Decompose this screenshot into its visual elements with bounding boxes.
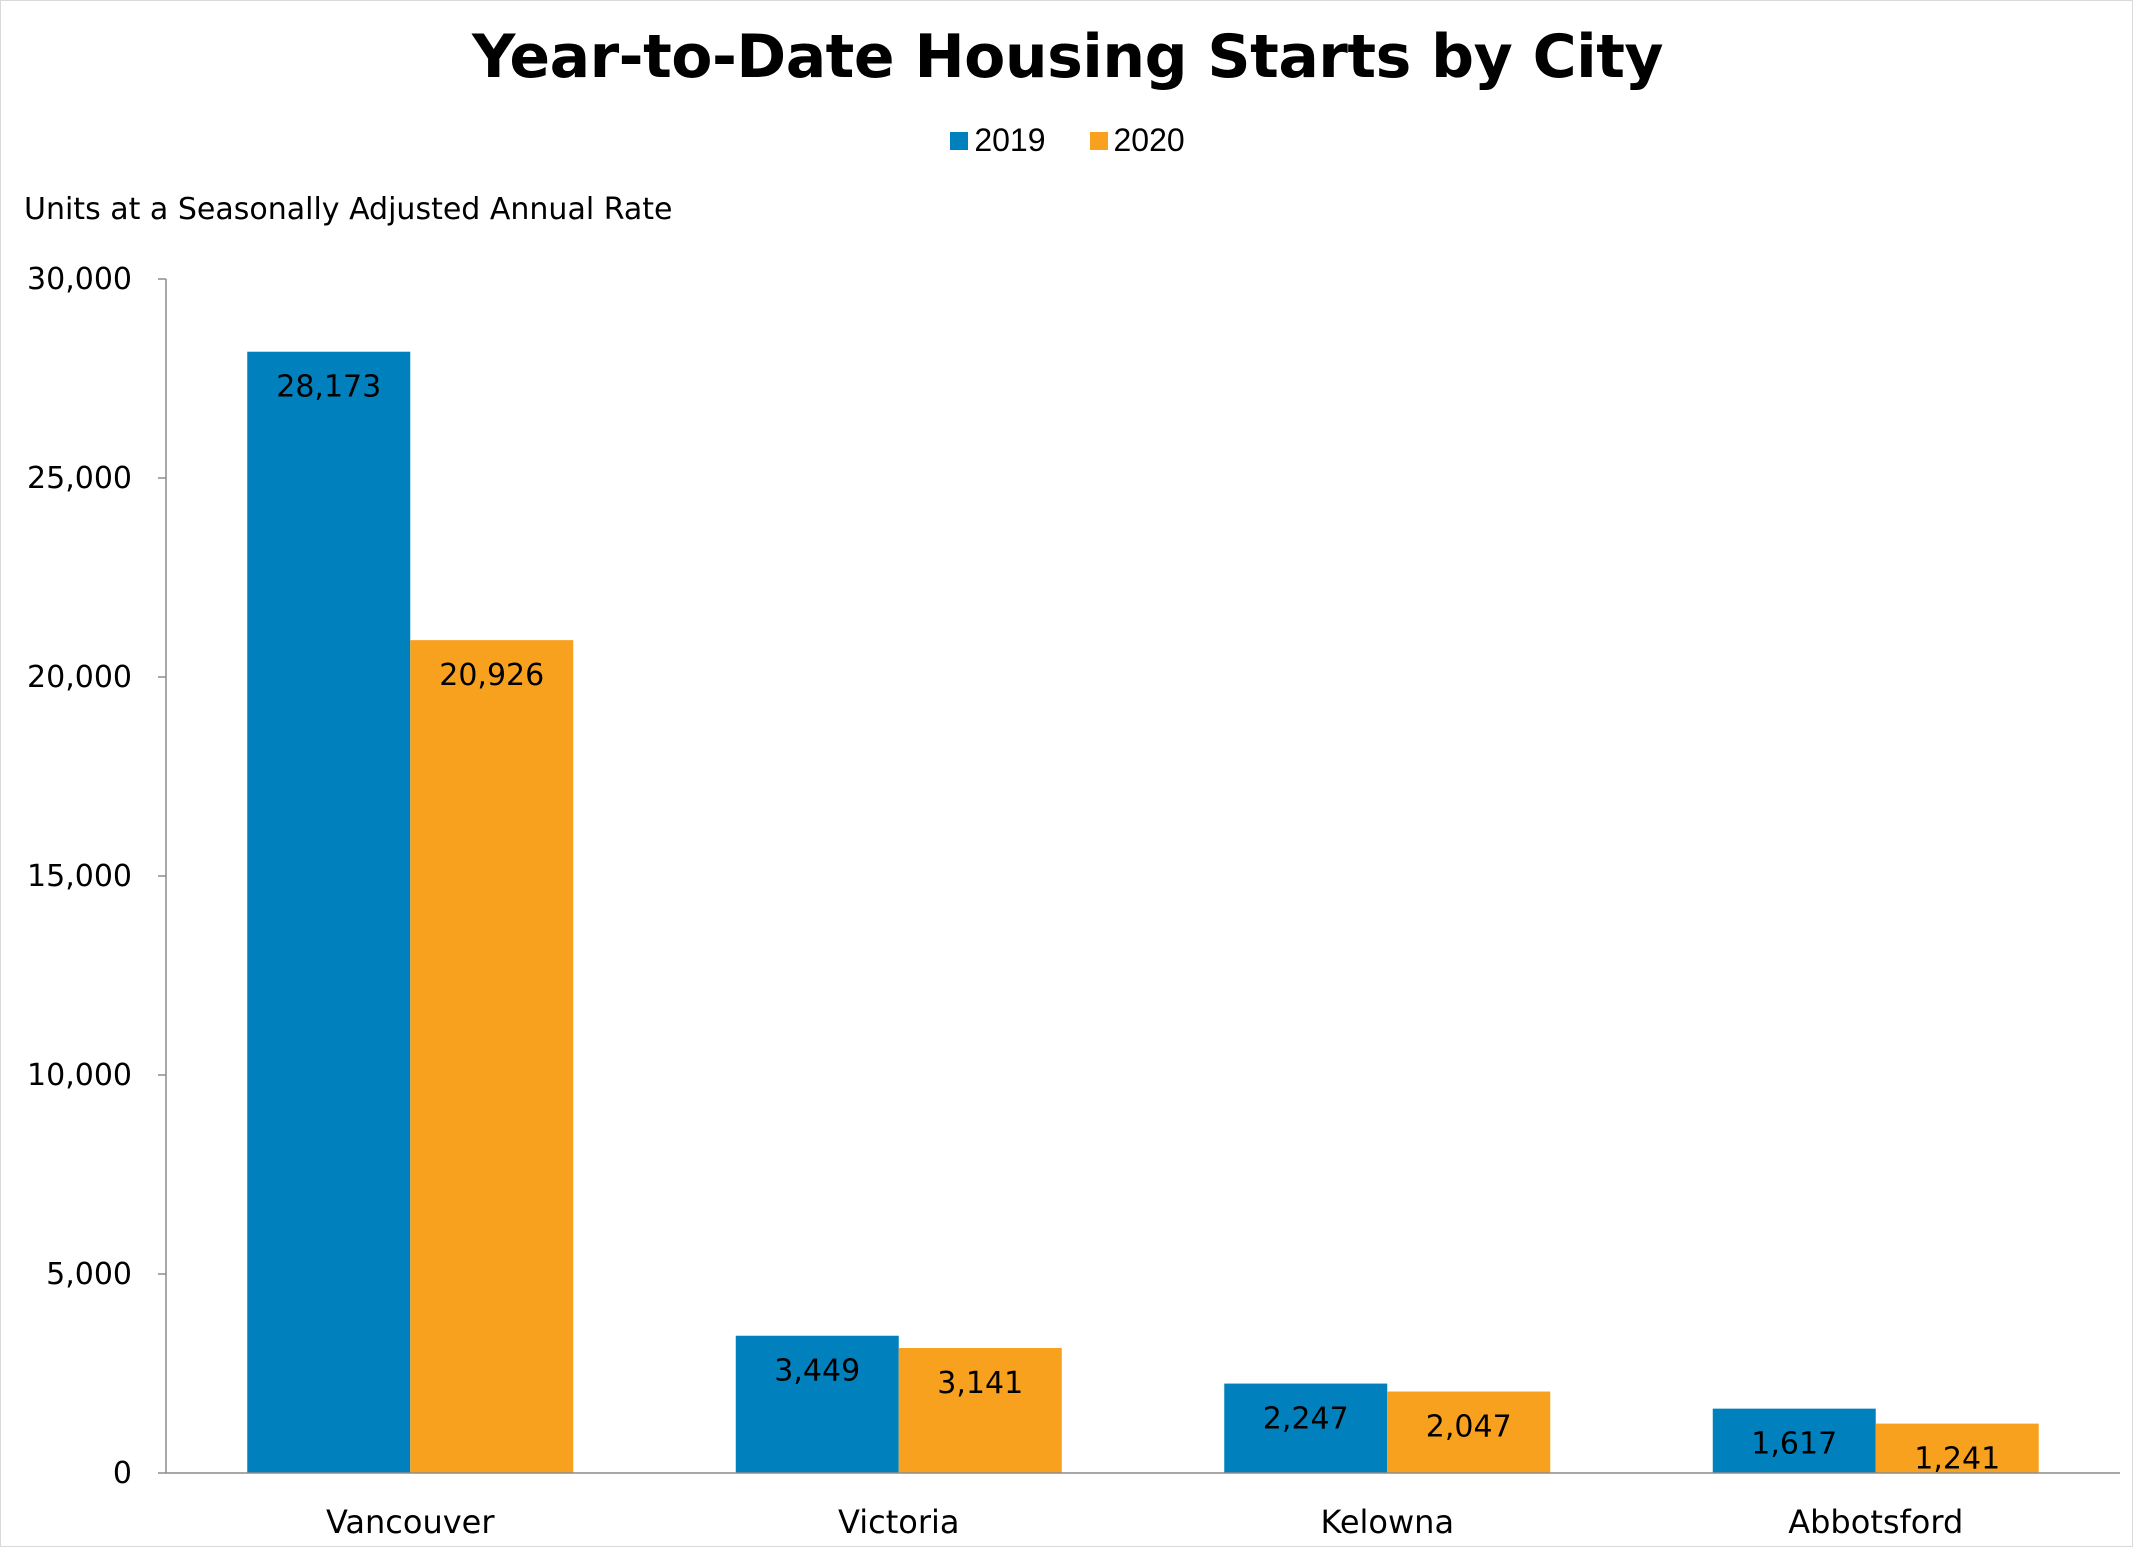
y-tick-label: 0	[113, 1456, 132, 1491]
data-label-2019-abbotsford: 1,617	[1751, 1427, 1837, 1462]
bar-2020-victoria	[898, 1347, 1062, 1473]
y-tick-label: 25,000	[27, 461, 132, 496]
y-axis-label: Units at a Seasonally Adjusted Annual Ra…	[24, 192, 673, 227]
bar-2019-vancouver	[247, 351, 411, 1473]
bar-2019-kelowna	[1224, 1383, 1388, 1473]
data-label-2020-vancouver: 20,926	[439, 658, 544, 693]
legend-item-2019: 2019	[950, 122, 1046, 159]
category-label-abbotsford: Abbotsford	[1788, 1503, 1963, 1541]
y-tick-label: 10,000	[27, 1058, 132, 1093]
y-tick-label: 20,000	[27, 660, 132, 695]
bar-2020-abbotsford	[1875, 1423, 2039, 1473]
bar-2019-abbotsford	[1712, 1408, 1876, 1473]
legend-item-2020: 2020	[1089, 122, 1185, 159]
data-label-2020-kelowna: 2,047	[1426, 1410, 1512, 1445]
data-label-2020-victoria: 3,141	[937, 1366, 1023, 1401]
chart-title: Year-to-Date Housing Starts by City	[471, 22, 1664, 92]
data-label-2019-victoria: 3,449	[774, 1354, 860, 1389]
legend-label-2020: 2020	[1113, 122, 1185, 158]
legend-swatch-2019	[950, 131, 969, 150]
data-label-2019-vancouver: 28,173	[276, 370, 381, 405]
data-label-2020-abbotsford: 1,241	[1914, 1442, 2000, 1477]
chart-legend: 2019 2020	[0, 122, 2135, 159]
category-label-kelowna: Kelowna	[1320, 1503, 1454, 1541]
bar-2020-vancouver	[410, 640, 574, 1473]
bar-2019-victoria	[735, 1335, 899, 1473]
y-tick-label: 30,000	[27, 262, 132, 297]
category-label-vancouver: Vancouver	[326, 1503, 495, 1541]
y-tick-label: 5,000	[46, 1257, 132, 1292]
y-tick-label: 15,000	[27, 859, 132, 894]
legend-label-2019: 2019	[974, 122, 1046, 158]
legend-swatch-2020	[1089, 131, 1108, 150]
data-label-2019-kelowna: 2,247	[1263, 1402, 1349, 1437]
bar-2020-kelowna	[1387, 1391, 1551, 1473]
category-label-victoria: Victoria	[838, 1503, 959, 1541]
